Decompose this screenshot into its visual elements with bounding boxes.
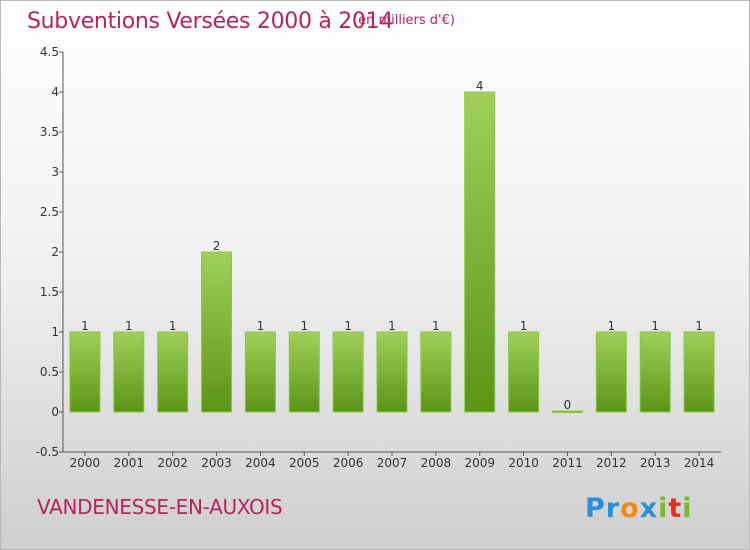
data-label-2008: 1 xyxy=(432,319,440,333)
x-tick-label-2006: 2006 xyxy=(333,456,364,470)
y-tick-label: 3.5 xyxy=(40,125,59,139)
x-tick-label-2011: 2011 xyxy=(552,456,583,470)
bar-2004 xyxy=(244,331,276,413)
y-tick-label: 1.5 xyxy=(40,285,59,299)
data-label-2004: 1 xyxy=(257,319,265,333)
bar-2003 xyxy=(201,251,233,413)
x-tick-label-2004: 2004 xyxy=(245,456,276,470)
data-label-2010: 1 xyxy=(520,319,528,333)
chart-subtitle: (en milliers d'€) xyxy=(353,13,455,28)
data-label-2003: 2 xyxy=(213,239,221,253)
data-label-2009: 4 xyxy=(476,79,484,93)
x-tick-label-2003: 2003 xyxy=(201,456,232,470)
y-tick-label: 0 xyxy=(51,405,59,419)
proxiti-logo: Proxiti xyxy=(585,493,693,524)
commune-name: VANDENESSE-EN-AUXOIS xyxy=(37,495,283,519)
y-tick-label: 4 xyxy=(51,85,59,99)
bar-2008 xyxy=(420,331,452,413)
y-tick-label: 0.5 xyxy=(40,365,59,379)
x-tick-label-2013: 2013 xyxy=(640,456,671,470)
bar-2007 xyxy=(376,331,408,413)
x-tick-label-2008: 2008 xyxy=(421,456,452,470)
x-tick-label-2014: 2014 xyxy=(684,456,715,470)
y-tick-label: 1 xyxy=(51,325,59,339)
bar-2012 xyxy=(595,331,627,413)
bar-2014 xyxy=(683,331,715,413)
x-tick-label-2005: 2005 xyxy=(289,456,320,470)
x-tick-label-2009: 2009 xyxy=(464,456,495,470)
bar-2000 xyxy=(69,331,101,413)
data-label-2006: 1 xyxy=(344,319,352,333)
bar-2010 xyxy=(508,331,540,413)
bar-2005 xyxy=(288,331,320,413)
data-label-2011: 0 xyxy=(564,398,572,412)
data-label-2005: 1 xyxy=(300,319,308,333)
bar-2013 xyxy=(639,331,671,413)
y-tick-label: 2.5 xyxy=(40,205,59,219)
x-tick-label-2001: 2001 xyxy=(114,456,145,470)
bar-2001 xyxy=(113,331,145,413)
y-tick-label: 2 xyxy=(51,245,59,259)
y-tick-label: 4.5 xyxy=(40,45,59,59)
svg-text:Proxiti: Proxiti xyxy=(585,493,693,524)
x-tick-label-2007: 2007 xyxy=(377,456,408,470)
data-label-2000: 1 xyxy=(81,319,89,333)
bar-2006 xyxy=(332,331,364,413)
x-tick-label-2002: 2002 xyxy=(157,456,188,470)
data-label-2012: 1 xyxy=(608,319,616,333)
y-tick-label: -0.5 xyxy=(36,445,59,459)
x-tick-label-2010: 2010 xyxy=(508,456,539,470)
bar-2002 xyxy=(157,331,189,413)
x-tick-label-2000: 2000 xyxy=(70,456,101,470)
chart-title: Subventions Versées 2000 à 2014 xyxy=(27,9,394,34)
x-tick-label-2012: 2012 xyxy=(596,456,627,470)
data-label-2013: 1 xyxy=(651,319,659,333)
bar-2011 xyxy=(551,410,583,413)
y-tick-label: 3 xyxy=(51,165,59,179)
data-label-2001: 1 xyxy=(125,319,133,333)
data-label-2007: 1 xyxy=(388,319,396,333)
bar-2009 xyxy=(464,91,496,413)
data-label-2014: 1 xyxy=(695,319,703,333)
data-label-2002: 1 xyxy=(169,319,177,333)
